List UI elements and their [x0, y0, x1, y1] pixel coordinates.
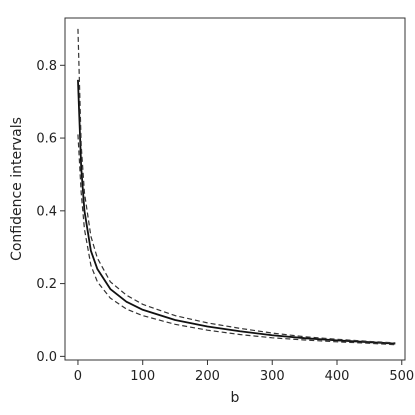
x-tick-label: 500: [389, 369, 414, 384]
series-layer: [77, 28, 396, 346]
series-line-lower-bound: [77, 134, 396, 346]
x-tick-label: 100: [130, 369, 155, 384]
y-tick-label: 0.0: [36, 350, 57, 365]
series-line-upper-bound: [77, 28, 396, 344]
y-tick-label: 0.2: [36, 277, 57, 292]
y-axis-ticks: 0.0 0.2 0.4 0.6 0.8: [36, 59, 65, 365]
y-tick-label: 0.6: [36, 132, 57, 147]
x-tick-label: 400: [325, 369, 350, 384]
x-tick-label: 0: [74, 369, 82, 384]
series-line-estimate: [77, 79, 396, 345]
y-tick-label: 0.4: [36, 204, 57, 219]
x-tick-label: 200: [195, 369, 220, 384]
x-tick-label: 300: [260, 369, 285, 384]
plot-area: [64, 17, 406, 361]
x-axis-ticks: 0 100 200 300 400 500: [74, 360, 414, 384]
y-tick-label: 0.8: [36, 59, 57, 74]
x-axis-label: b: [231, 390, 240, 406]
y-axis-label: Confidence intervals: [9, 117, 25, 261]
